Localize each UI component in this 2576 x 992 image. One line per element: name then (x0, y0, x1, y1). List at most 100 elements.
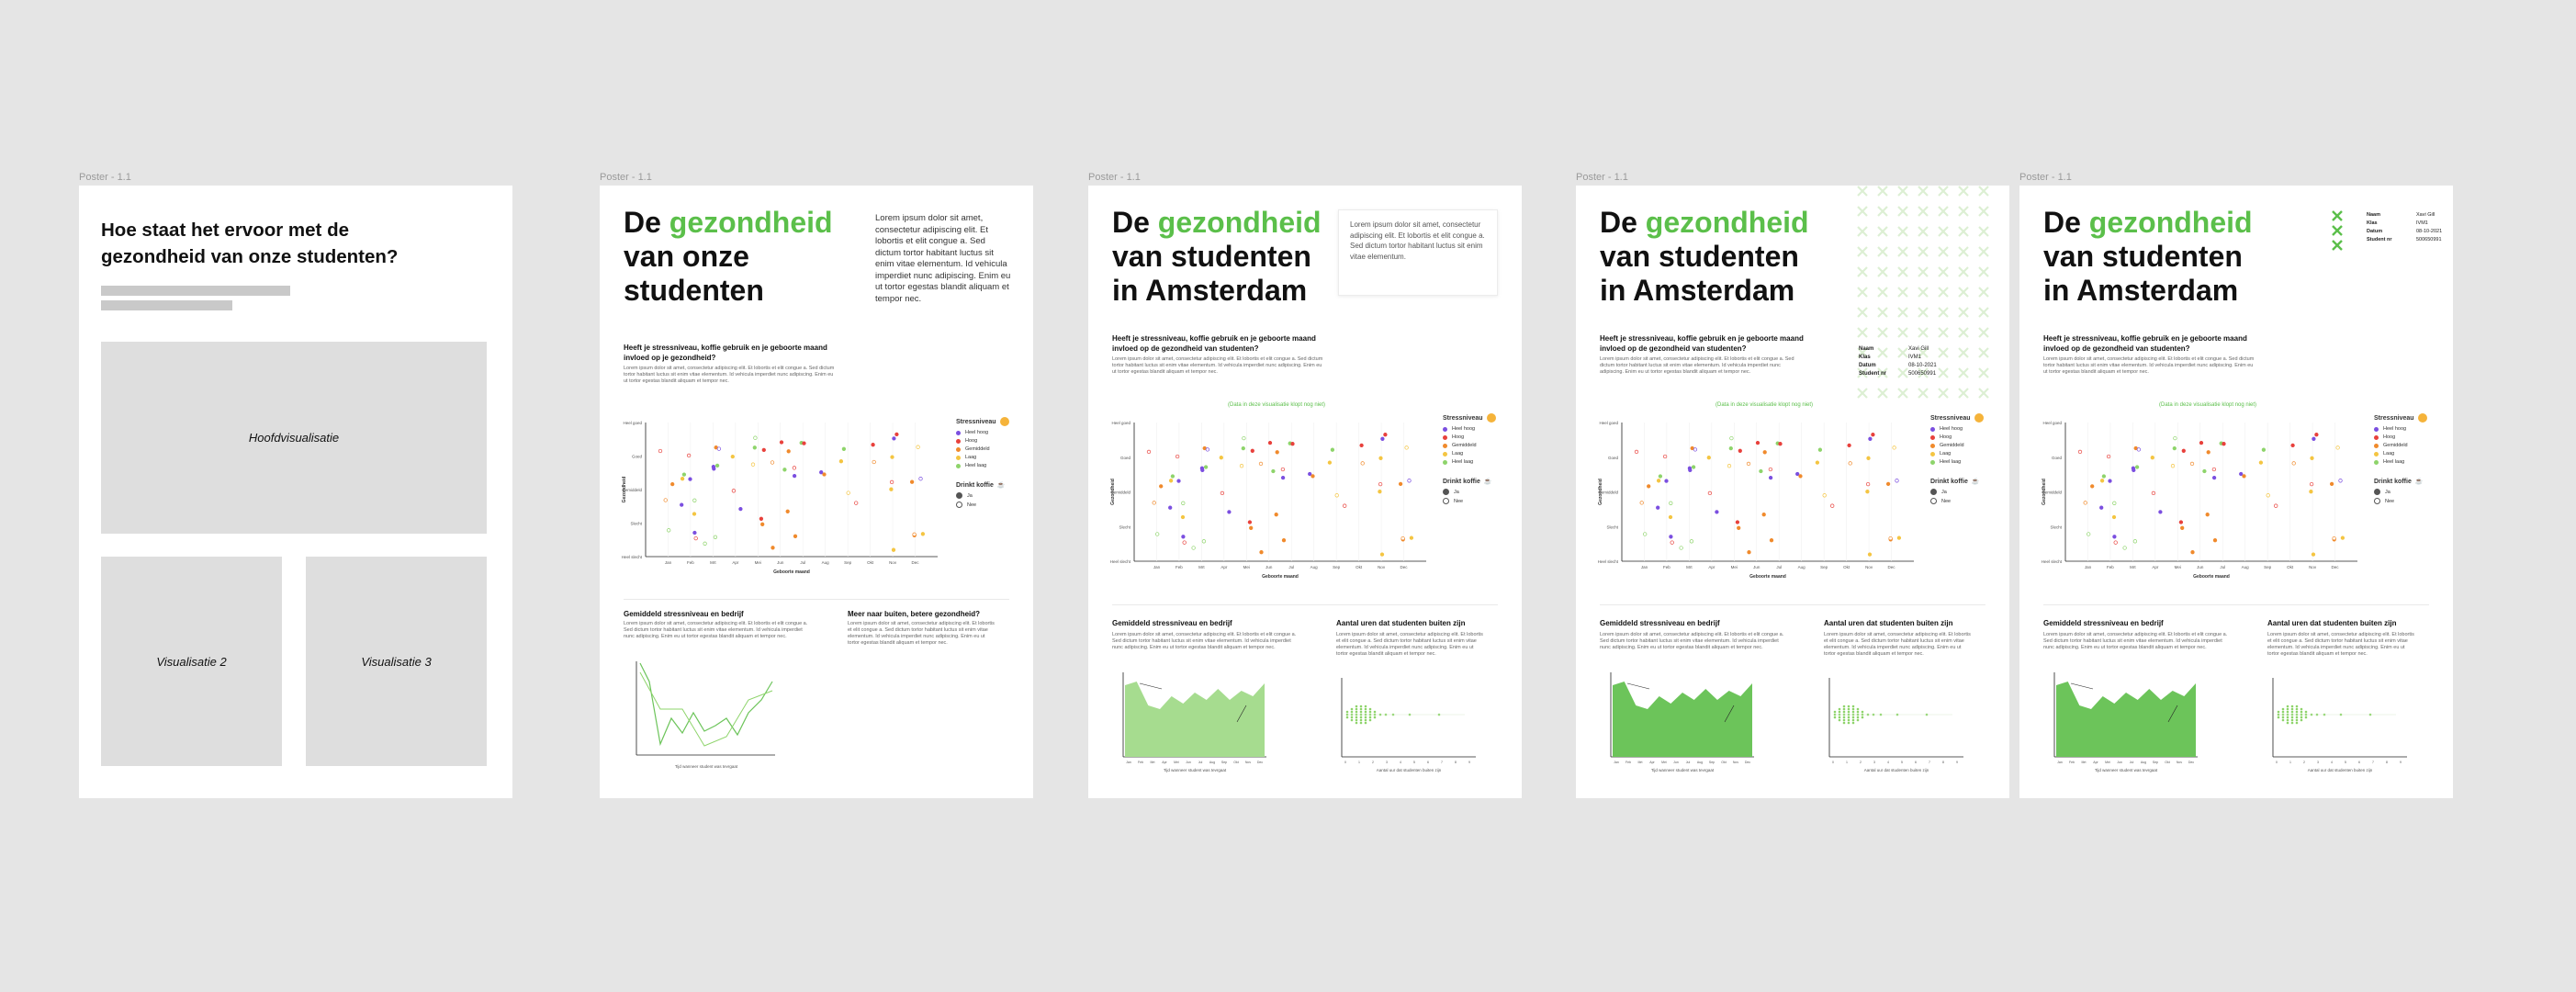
data-point (2181, 448, 2186, 453)
data-point (1892, 445, 1896, 450)
legend-item[interactable]: Laag (956, 455, 1029, 460)
student-info-row: Datum 08-10-2021 (1859, 363, 1937, 368)
legend-item[interactable]: Ja (956, 492, 1029, 499)
legend-item[interactable]: Heel laag (1443, 459, 1516, 465)
data-point (680, 477, 685, 481)
x-tick-label: Okt (867, 560, 874, 565)
legend-item[interactable]: Heel hoog (1443, 426, 1516, 432)
poster-version-3[interactable]: De gezondheid van studenten in Amsterdam… (1088, 186, 1522, 798)
legend-item[interactable]: Gemiddeld (956, 446, 1029, 452)
x-tick-label: Dec (2332, 565, 2340, 569)
legend-item[interactable]: Hoog (1930, 434, 2004, 440)
data-point (1404, 445, 1409, 450)
x-mark (1938, 307, 1949, 318)
data-point (1817, 447, 1823, 452)
frame-label-5[interactable]: Poster - 1.1 (2019, 172, 2072, 183)
data-point (1355, 710, 1358, 714)
x-tick-label: Apr (2093, 761, 2098, 764)
data-point (1689, 539, 1694, 544)
legend-item[interactable]: Ja (2374, 489, 2447, 495)
x-tick-label: Jan (1126, 761, 1131, 764)
annotation-line (1626, 682, 1650, 690)
poster-version-4[interactable]: De gezondheid van studenten in Amsterdam… (1576, 186, 2009, 798)
legend-item[interactable]: Gemiddeld (1930, 443, 2004, 448)
legend-item[interactable]: Hoog (2374, 434, 2447, 440)
legend-item[interactable]: Nee (2374, 498, 2447, 504)
legend-item[interactable]: Hoog (1443, 434, 1516, 440)
data-point (1868, 436, 1873, 441)
legend-item[interactable]: Nee (1443, 498, 1516, 504)
legend-stress-title-text: Stressniveau (1930, 414, 1971, 422)
data-point (1842, 716, 1846, 719)
section-1-body: Lorem ipsum dolor sit amet, consectetur … (2043, 632, 2228, 650)
data-note: (Data in deze visualisatie klopt nog nie… (1715, 402, 1814, 408)
x-mark (1897, 347, 1908, 358)
data-point (1364, 707, 1367, 711)
legend-item[interactable]: Heel hoog (1930, 426, 2004, 432)
frame-label-4[interactable]: Poster - 1.1 (1576, 172, 1628, 183)
legend-item[interactable]: Laag (2374, 451, 2447, 457)
x-tick-label: Feb (1663, 565, 1670, 569)
legend-swatch (956, 446, 961, 452)
area-chart: Jan Feb Mrt Apr Mei Jun Jul Aug Sep Okt Nov Dec Tijd… (1122, 672, 1266, 772)
legend-item[interactable]: Heel laag (956, 463, 1029, 468)
data-point (1851, 710, 1855, 714)
data-point (2295, 718, 2299, 722)
legend-item[interactable]: Ja (1443, 489, 1516, 495)
legend-item[interactable]: Heel hoog (2374, 426, 2447, 432)
legend-swatch (1930, 451, 1935, 457)
x-tick-label: Nov (1245, 761, 1251, 764)
legend-item[interactable]: Gemiddeld (2374, 443, 2447, 448)
data-point (1181, 501, 1186, 505)
x-tick-label: Feb (2107, 565, 2114, 569)
data-point (761, 447, 766, 453)
legend-item[interactable]: Ja (1930, 489, 2004, 495)
student-info-label: Datum (2367, 229, 2383, 234)
data-point (1327, 460, 1333, 465)
data-point (1219, 456, 1223, 460)
x-tick-label: 7 (2372, 761, 2374, 764)
data-point (1670, 540, 1674, 545)
legend-label: Heel hoog (1940, 426, 1963, 432)
data-point (1274, 513, 1278, 517)
student-info-label: Naam (1859, 346, 1874, 352)
data-point (2258, 460, 2264, 465)
x-mark (1897, 388, 1908, 399)
legend-item[interactable]: Laag (1443, 451, 1516, 457)
legend-swatch (1443, 434, 1447, 440)
data-point (2077, 449, 2083, 455)
x-mark (1958, 388, 1969, 399)
poster-wireframe[interactable]: Hoe staat het ervoor met de gezondheid v… (79, 186, 512, 798)
data-point (681, 472, 687, 477)
poster-version-5[interactable]: De gezondheid van studenten in Amsterdam… (2019, 186, 2453, 798)
frame-label-1[interactable]: Poster - 1.1 (79, 172, 131, 183)
data-point (2122, 546, 2127, 550)
x-mark (1958, 327, 1969, 338)
data-point (1275, 450, 1279, 455)
data-point (2132, 539, 2138, 544)
legend-swatch (1443, 459, 1447, 465)
legend-item[interactable]: Nee (1930, 498, 2004, 504)
legend-item[interactable]: Heel laag (1930, 459, 2004, 465)
y-tick-label: Goed (2052, 456, 2063, 460)
legend-item[interactable]: Gemiddeld (1443, 443, 1516, 448)
title-prefix: De (1600, 206, 1646, 239)
data-point (731, 489, 737, 493)
frame-label-2[interactable]: Poster - 1.1 (600, 172, 652, 183)
frame-label-3[interactable]: Poster - 1.1 (1088, 172, 1141, 183)
legend-item[interactable]: Nee (956, 502, 1029, 508)
legend-item[interactable]: Hoog (956, 438, 1029, 444)
x-mark (1938, 246, 1949, 257)
data-point (2180, 525, 2185, 530)
legend-item[interactable]: Heel hoog (956, 430, 1029, 435)
x-mark (1978, 287, 1989, 298)
x-tick-label: Jan (1641, 565, 1648, 569)
data-point (1755, 440, 1760, 445)
data-point (714, 463, 720, 468)
data-point (2309, 490, 2313, 494)
poster-version-2[interactable]: De gezondheid van onze studenten Lorem i… (600, 186, 1033, 798)
legend-item[interactable]: Laag (1930, 451, 2004, 457)
data-point (1851, 707, 1855, 711)
data-point (1359, 721, 1363, 725)
legend-item[interactable]: Heel laag (2374, 459, 2447, 465)
